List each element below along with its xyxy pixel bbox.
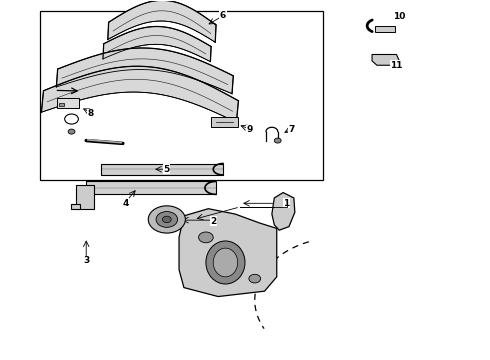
Polygon shape (101, 163, 223, 175)
Circle shape (249, 274, 261, 283)
Text: 9: 9 (246, 125, 253, 134)
Circle shape (198, 232, 213, 243)
Text: 3: 3 (83, 256, 89, 265)
Text: 7: 7 (288, 125, 294, 134)
Circle shape (148, 206, 185, 233)
Bar (71, 204, 80, 209)
Circle shape (274, 138, 281, 143)
Bar (40, 12, 323, 180)
Text: 4: 4 (122, 199, 128, 208)
Bar (59, 103, 64, 107)
Polygon shape (103, 27, 211, 62)
Text: 8: 8 (88, 109, 94, 118)
Bar (375, 26, 395, 32)
Text: 10: 10 (392, 12, 405, 21)
Text: 1: 1 (283, 199, 290, 208)
Circle shape (156, 212, 177, 227)
Circle shape (162, 216, 171, 223)
Text: 6: 6 (220, 10, 226, 19)
Text: 2: 2 (210, 217, 217, 226)
Polygon shape (108, 0, 216, 42)
Bar (211, 117, 238, 127)
Bar (57, 98, 79, 108)
Ellipse shape (206, 241, 245, 284)
Polygon shape (86, 181, 216, 194)
Polygon shape (56, 48, 233, 94)
Polygon shape (42, 66, 239, 122)
Ellipse shape (213, 248, 238, 277)
Text: 5: 5 (164, 165, 170, 174)
Circle shape (68, 129, 75, 134)
Bar (76, 185, 94, 209)
Polygon shape (179, 209, 277, 297)
Text: 11: 11 (390, 61, 403, 70)
Polygon shape (272, 193, 295, 230)
Polygon shape (372, 54, 399, 65)
